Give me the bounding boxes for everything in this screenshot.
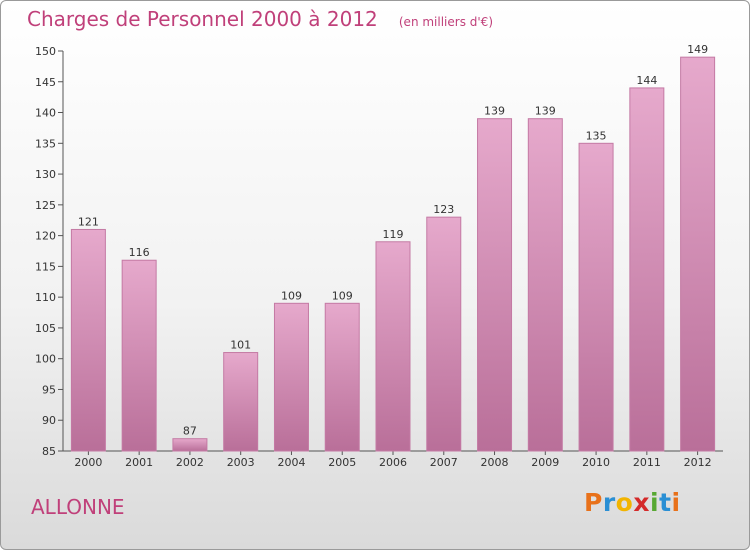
x-tick-label: 2004 (277, 456, 305, 469)
logo-letter: o (615, 488, 634, 517)
x-tick-label: 2002 (176, 456, 204, 469)
x-tick-label: 2011 (633, 456, 661, 469)
y-tick-label: 100 (35, 353, 56, 366)
logo-letter: P (584, 488, 603, 517)
title-row: Charges de Personnel 2000 à 2012 (en mil… (27, 7, 493, 31)
bar-value-label: 87 (183, 425, 197, 438)
bar (527, 118, 563, 452)
bar (375, 241, 411, 452)
logo-letter: x (633, 488, 650, 517)
bar (70, 228, 106, 452)
bar (477, 118, 513, 452)
y-tick-label: 95 (42, 383, 56, 396)
y-tick-label: 105 (35, 322, 56, 335)
x-tick-label: 2006 (379, 456, 407, 469)
x-tick-label: 2008 (481, 456, 509, 469)
y-tick-label: 140 (35, 107, 56, 120)
y-tick-label: 150 (35, 45, 56, 58)
chart-labels: 121 2000 116 2001 87 2002 101 2003 109 2004 109 200… (74, 43, 711, 469)
bar-value-label: 149 (687, 43, 708, 56)
y-tick-label: 85 (42, 445, 56, 458)
y-tick-label: 110 (35, 291, 56, 304)
bar-value-label: 119 (383, 228, 404, 241)
bar (426, 216, 462, 452)
logo-letter: r (602, 488, 616, 517)
x-tick-label: 2003 (227, 456, 255, 469)
commune-name: ALLONNE (31, 495, 125, 519)
logo-letter: t (659, 488, 672, 517)
x-tick-label: 2010 (582, 456, 610, 469)
bar-value-label: 123 (433, 203, 454, 216)
x-tick-label: 2000 (74, 456, 102, 469)
bar-value-label: 109 (332, 289, 353, 302)
y-tick-label: 135 (35, 137, 56, 150)
logo-letter: i (671, 488, 681, 517)
bar (324, 302, 360, 452)
chart-bars (70, 56, 716, 452)
bar (273, 302, 309, 452)
y-tick-label: 145 (35, 76, 56, 89)
y-tick-label: 130 (35, 168, 56, 181)
bar-value-label: 144 (636, 74, 657, 87)
chart-subtitle: (en milliers d'€) (398, 15, 493, 29)
bar-value-label: 139 (484, 105, 505, 118)
bar (223, 352, 259, 452)
bar (578, 142, 614, 452)
y-tick-label: 125 (35, 199, 56, 212)
x-tick-label: 2001 (125, 456, 153, 469)
logo-letter: i (650, 488, 660, 517)
bar-value-label: 121 (78, 215, 99, 228)
y-tick-label: 115 (35, 260, 56, 273)
y-tick-label: 90 (42, 414, 56, 427)
x-tick-label: 2012 (684, 456, 712, 469)
bar (172, 438, 208, 452)
proxiti-logo[interactable]: Proxiti (584, 488, 681, 517)
x-tick-label: 2007 (430, 456, 458, 469)
x-tick-label: 2009 (531, 456, 559, 469)
y-tick-label: 120 (35, 230, 56, 243)
bar (629, 87, 665, 452)
bar-value-label: 109 (281, 289, 302, 302)
bar (680, 56, 716, 452)
bar-value-label: 139 (535, 105, 556, 118)
bar (121, 259, 157, 452)
x-tick-label: 2005 (328, 456, 356, 469)
chart-axes: 85 90 95 100 105 110 115 120 125 130 135 140 145 150 (35, 45, 723, 458)
chart-title: Charges de Personnel 2000 à 2012 (27, 7, 378, 31)
bar-value-label: 135 (586, 129, 607, 142)
bar-value-label: 116 (129, 246, 150, 259)
bar-value-label: 101 (230, 339, 251, 352)
